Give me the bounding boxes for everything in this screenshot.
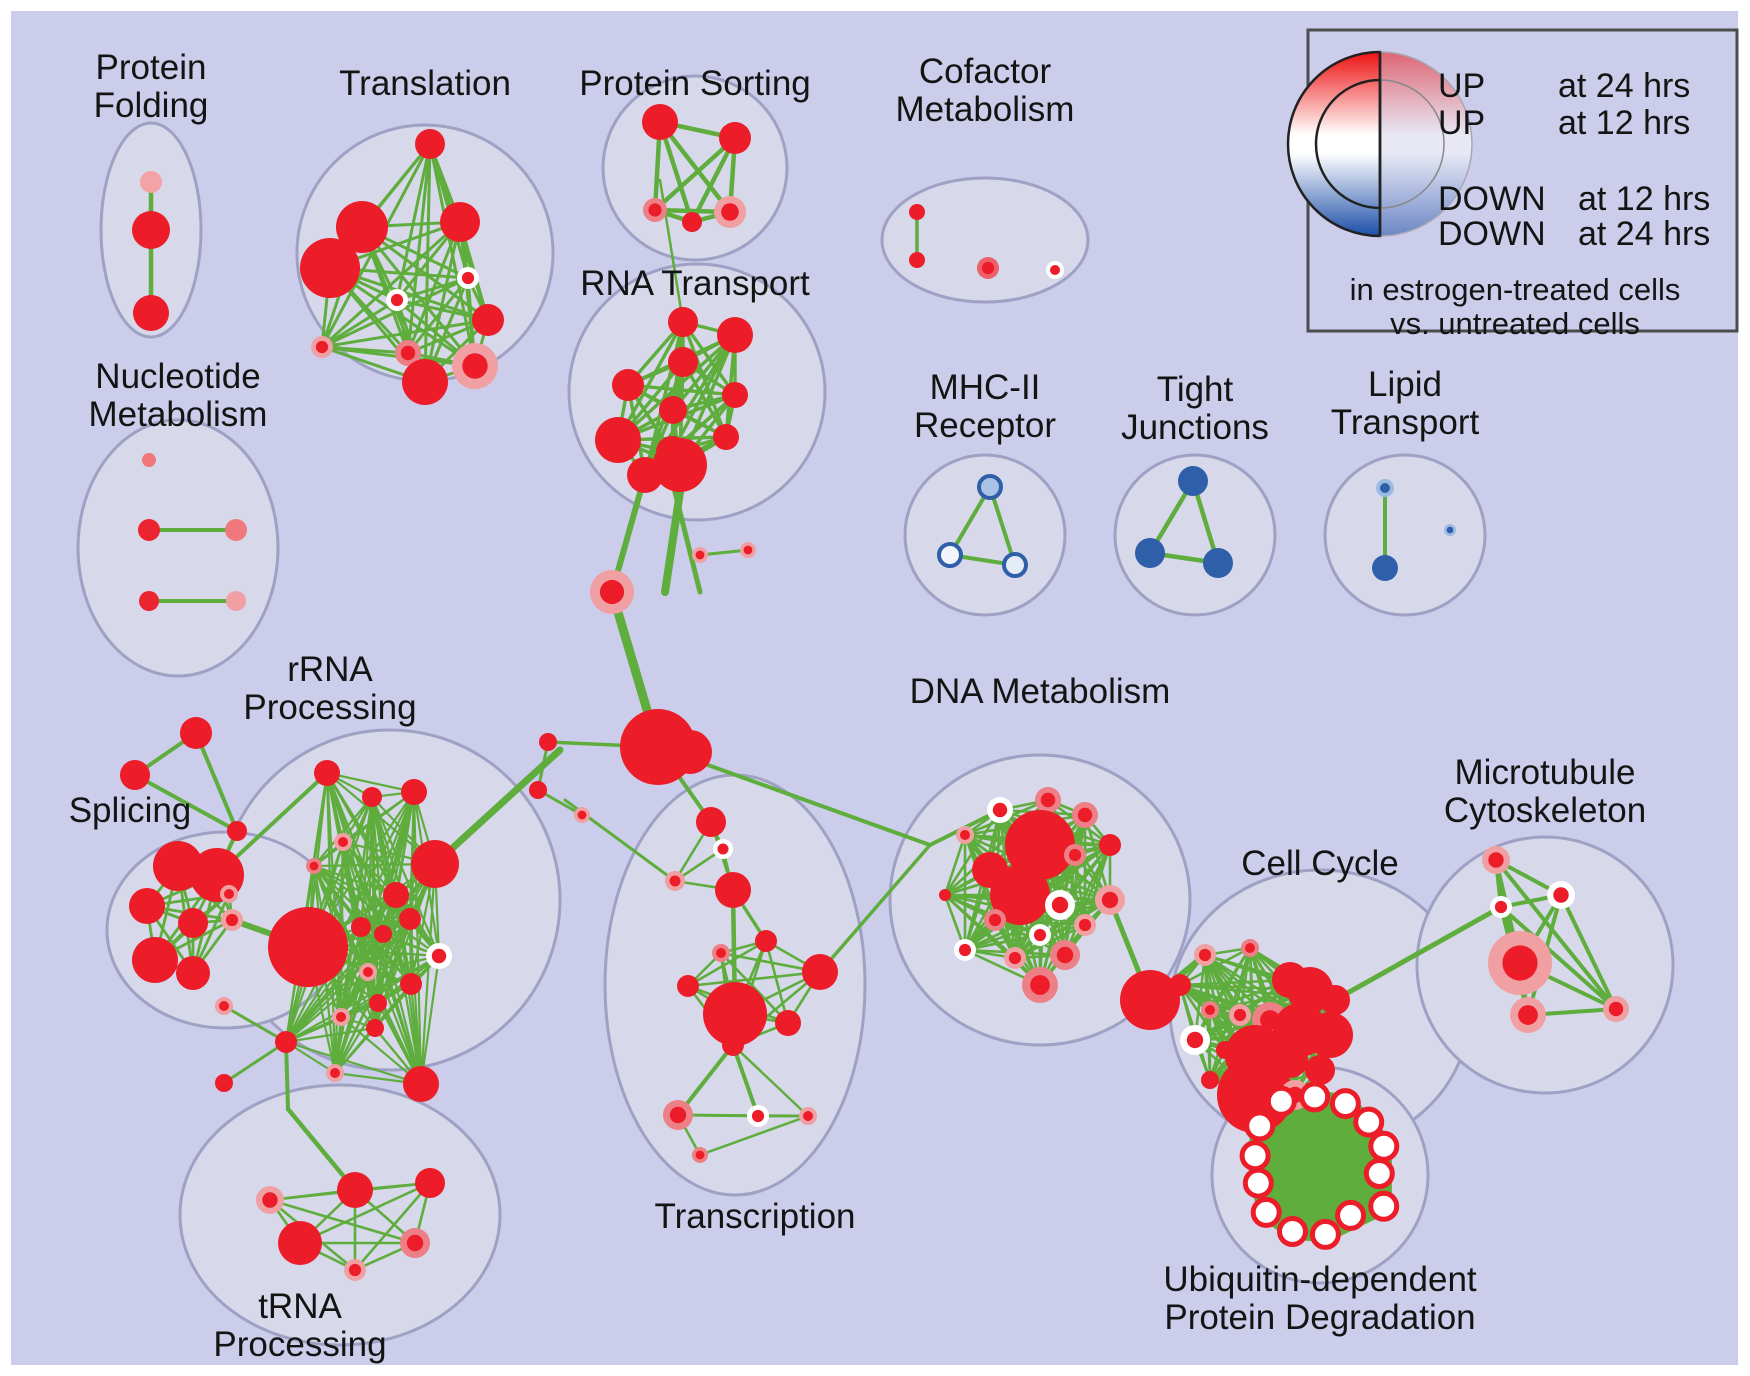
svg-text:Junctions: Junctions [1121, 408, 1269, 447]
svg-text:Ubiquitin-dependent: Ubiquitin-dependent [1163, 1260, 1477, 1299]
svg-text:Cytoskeleton: Cytoskeleton [1444, 791, 1646, 830]
svg-text:UP: UP [1438, 104, 1485, 142]
svg-text:Transcription: Transcription [655, 1197, 856, 1236]
svg-text:DOWN: DOWN [1438, 215, 1546, 253]
svg-text:in estrogen-treated cells: in estrogen-treated cells [1350, 272, 1681, 307]
svg-text:at 12 hrs: at 12 hrs [1558, 104, 1690, 142]
svg-text:at 12 hrs: at 12 hrs [1578, 180, 1710, 218]
svg-text:UP: UP [1438, 67, 1485, 105]
svg-text:Lipid: Lipid [1368, 365, 1442, 404]
svg-text:Protein: Protein [96, 48, 207, 87]
svg-text:Protein Degradation: Protein Degradation [1164, 1298, 1475, 1337]
svg-text:Tight: Tight [1157, 370, 1234, 409]
svg-text:Processing: Processing [243, 688, 416, 727]
svg-text:Protein Sorting: Protein Sorting [579, 64, 811, 103]
svg-text:Receptor: Receptor [914, 406, 1056, 445]
svg-text:MHC-II: MHC-II [930, 368, 1041, 407]
svg-text:at 24 hrs: at 24 hrs [1558, 67, 1690, 105]
svg-text:Microtubule: Microtubule [1455, 753, 1636, 792]
svg-text:Cell Cycle: Cell Cycle [1241, 844, 1399, 883]
svg-text:Metabolism: Metabolism [89, 395, 268, 434]
svg-text:Translation: Translation [339, 64, 511, 103]
svg-text:Folding: Folding [94, 86, 209, 125]
svg-text:Transport: Transport [1331, 403, 1480, 442]
svg-text:tRNA: tRNA [258, 1287, 342, 1326]
svg-text:Nucleotide: Nucleotide [95, 357, 260, 396]
svg-text:DOWN: DOWN [1438, 180, 1546, 218]
svg-text:at 24 hrs: at 24 hrs [1578, 215, 1710, 253]
svg-text:DNA Metabolism: DNA Metabolism [910, 672, 1171, 711]
svg-text:Metabolism: Metabolism [896, 90, 1075, 129]
svg-text:Processing: Processing [213, 1325, 386, 1364]
svg-text:RNA Transport: RNA Transport [580, 264, 810, 303]
svg-text:vs. untreated cells: vs. untreated cells [1390, 306, 1640, 341]
svg-text:Cofactor: Cofactor [919, 52, 1052, 91]
svg-text:Splicing: Splicing [69, 791, 192, 830]
svg-text:rRNA: rRNA [287, 650, 373, 689]
